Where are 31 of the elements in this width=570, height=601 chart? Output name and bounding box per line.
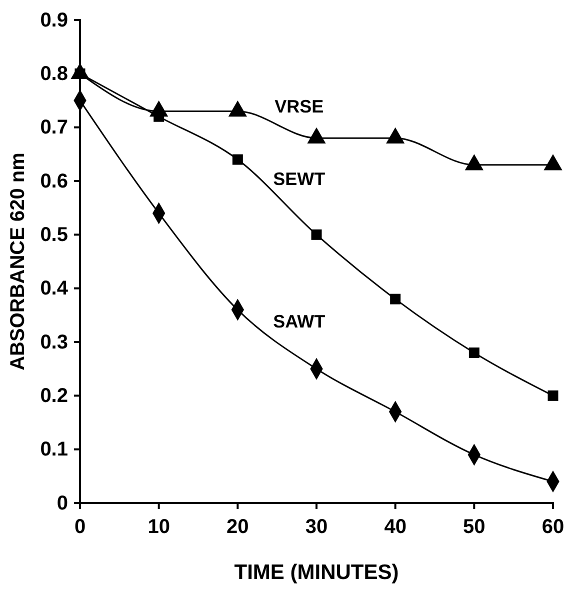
series-label: VRSE (274, 96, 324, 117)
y-tick-label: 0.7 (40, 116, 68, 139)
x-tick-label: 10 (148, 516, 170, 538)
x-axis-title: TIME (MINUTES) (234, 561, 399, 584)
y-tick-label: 0.9 (40, 9, 68, 32)
y-tick-label: 0.5 (40, 224, 68, 246)
x-tick-label: 0 (74, 516, 86, 538)
point (390, 294, 401, 304)
y-tick-label: 0.3 (40, 331, 68, 354)
x-tick-label: 60 (542, 516, 564, 538)
point (544, 154, 562, 170)
y-tick-label: 0.4 (40, 278, 69, 300)
x-tick-label: 30 (305, 516, 328, 538)
point (386, 127, 405, 144)
point (307, 127, 326, 144)
point (468, 347, 480, 358)
series-label: SEWT (273, 169, 326, 190)
y-axis-title: ABSORBANCE 620 nm (7, 152, 29, 370)
y-tick-label: 0 (56, 492, 68, 514)
point (548, 390, 558, 401)
x-tick-label: 40 (384, 516, 406, 538)
y-tick-label: 0.1 (40, 438, 68, 461)
series-label: SAWT (273, 311, 326, 332)
point (228, 100, 247, 117)
x-tick-label: 50 (463, 516, 486, 538)
y-tick-label: 0.8 (40, 63, 68, 86)
x-tick-label: 20 (226, 516, 249, 538)
point (311, 229, 322, 240)
y-tick-label: 0.2 (40, 385, 68, 408)
y-tick-label: 0.6 (40, 170, 68, 192)
point (464, 154, 484, 170)
